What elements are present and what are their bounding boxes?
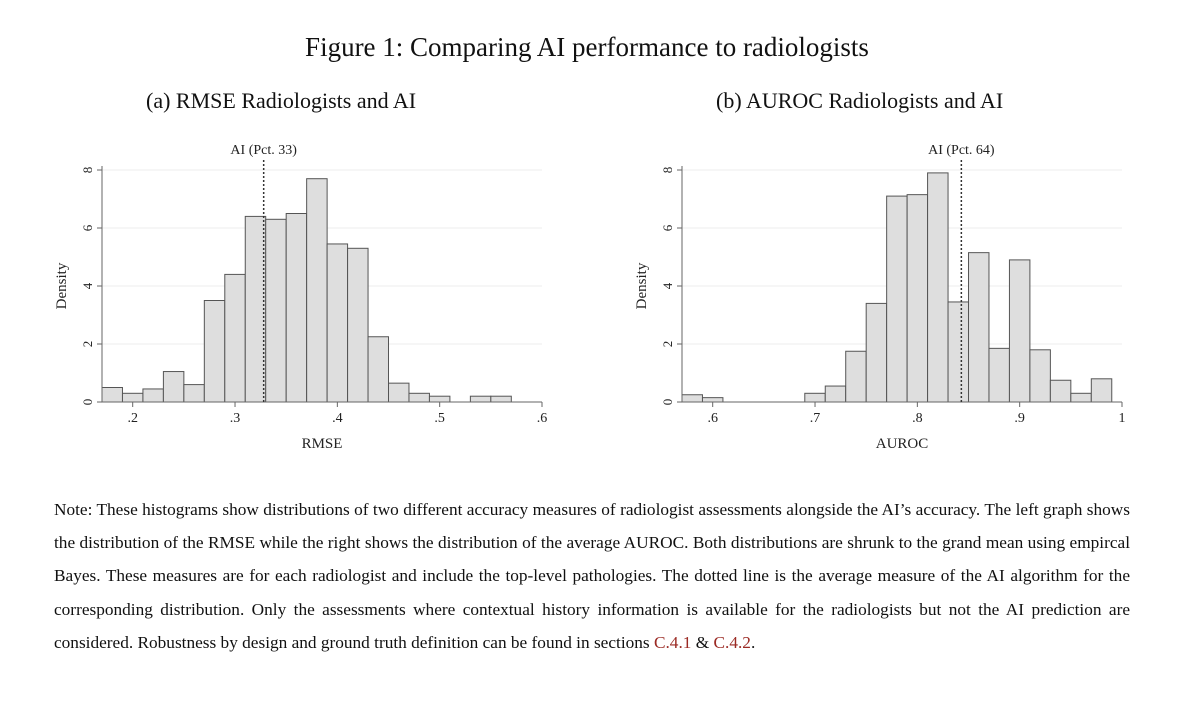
x-tick-label: .9	[1014, 411, 1025, 426]
histogram-bar	[701, 397, 724, 403]
histogram-bar	[408, 392, 430, 403]
y-tick-label: 8	[80, 167, 95, 174]
histogram-bar	[162, 371, 185, 403]
histogram-bar	[865, 302, 888, 403]
auroc-histogram: 0 2 4 6 8 .6 .7 .8 .9 1 AI (Pct. 64) AUROC Density	[634, 143, 1126, 452]
y-tick-label: 6	[660, 224, 675, 231]
y-axis-title: Density	[634, 262, 650, 309]
y-tick-label: 4	[80, 282, 95, 289]
note-amp: &	[691, 632, 714, 652]
histogram-bar	[469, 395, 492, 403]
x-tick-label: .3	[230, 411, 241, 426]
y-tick-label: 8	[660, 167, 675, 174]
histogram-bar	[142, 388, 164, 403]
histogram-bar	[121, 392, 144, 403]
histogram-bar	[306, 178, 328, 403]
y-tick-label: 2	[660, 341, 675, 348]
histogram-bar	[1090, 378, 1113, 403]
histogram-bar	[285, 213, 308, 403]
histogram-bar	[988, 347, 1010, 403]
x-tick-label: .4	[332, 411, 343, 426]
histogram-bar	[947, 301, 970, 403]
y-tick-label: 0	[80, 399, 95, 406]
histogram-bar	[428, 395, 451, 403]
x-tick-label: .8	[912, 411, 923, 426]
histogram-bar	[265, 218, 287, 403]
x-axis-title: RMSE	[302, 436, 343, 452]
histogram-bar	[244, 215, 267, 403]
x-tick-label: .7	[810, 411, 821, 426]
rmse-histogram: 0 2 4 6 8 .2 .3 .4 .5 .6 AI (Pct. 33) RMSE Density	[54, 143, 548, 452]
histogram-bar	[1008, 259, 1031, 403]
histogram-bar	[824, 385, 847, 403]
histogram-bar	[1049, 379, 1072, 403]
y-tick-label: 4	[660, 282, 675, 289]
histogram-bar	[326, 243, 349, 403]
x-tick-label: .5	[434, 411, 445, 426]
histogram-bar	[804, 392, 826, 403]
subfigure-a-title: (a) RMSE Radiologists and AI	[146, 88, 417, 113]
histogram-bar	[367, 336, 390, 403]
histogram-bar	[224, 273, 246, 403]
y-tick-label: 0	[660, 399, 675, 406]
histogram-bar	[490, 395, 512, 403]
histogram-bar	[183, 384, 205, 403]
y-axis-title: Density	[54, 262, 70, 309]
histogram-bar	[886, 195, 908, 403]
x-tick-label: .6	[537, 411, 548, 426]
histogram-bar	[845, 350, 867, 403]
histogram-bar	[101, 387, 123, 403]
histogram-bar	[968, 252, 990, 403]
ai-reference-label: AI (Pct. 33)	[230, 143, 297, 158]
histogram-bar	[906, 194, 929, 403]
histogram-bar	[388, 382, 410, 403]
subfigure-b-title: (b) AUROC Radiologists and AI	[716, 88, 1004, 113]
y-tick-label: 2	[80, 341, 95, 348]
note-text: Note: These histograms show distribution…	[54, 500, 1130, 652]
note-end: .	[750, 632, 756, 652]
histogram-bar	[347, 247, 369, 403]
x-tick-label: 1	[1119, 411, 1126, 426]
histogram-bar	[681, 394, 703, 403]
y-tick-label: 6	[80, 224, 95, 231]
histogram-bar	[927, 172, 949, 403]
histogram-bar	[1070, 392, 1092, 403]
histogram-bar	[203, 300, 226, 403]
section-link-c41[interactable]: C.4.1	[653, 632, 692, 652]
x-axis-title: AUROC	[876, 436, 929, 452]
histogram-bar	[1029, 349, 1051, 403]
x-tick-label: .2	[127, 411, 138, 426]
x-tick-label: .6	[707, 411, 718, 426]
ai-reference-label: AI (Pct. 64)	[928, 143, 995, 158]
figure-note: Note: These histograms show distribution…	[54, 493, 1130, 659]
figure-title: Figure 1: Comparing AI performance to ra…	[305, 32, 869, 62]
section-link-c42[interactable]: C.4.2	[713, 632, 751, 652]
